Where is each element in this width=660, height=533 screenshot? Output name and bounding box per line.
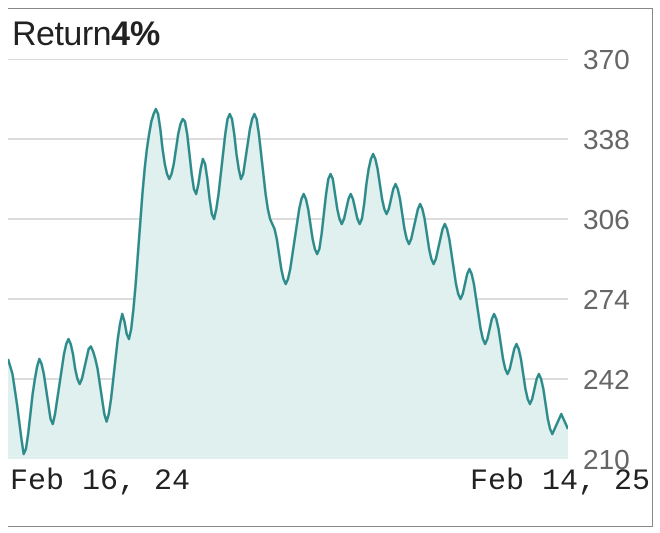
chart-title: Return4% bbox=[12, 15, 160, 54]
y-tick-label: 370 bbox=[583, 44, 630, 76]
y-tick-label: 274 bbox=[583, 284, 630, 316]
return-value: 4% bbox=[111, 15, 160, 53]
y-tick-label: 338 bbox=[583, 124, 630, 156]
x-tick-label-start: Feb 16, 24 bbox=[10, 465, 190, 499]
y-tick-label: 242 bbox=[583, 364, 630, 396]
chart-svg bbox=[8, 59, 568, 459]
chart-frame: Return4% 210242274306338370 Feb 16, 24Fe… bbox=[8, 8, 653, 527]
y-tick-label: 306 bbox=[583, 204, 630, 236]
plot-area bbox=[8, 59, 568, 459]
return-label: Return bbox=[12, 15, 111, 53]
x-tick-label-end: Feb 14, 25 bbox=[470, 465, 650, 499]
